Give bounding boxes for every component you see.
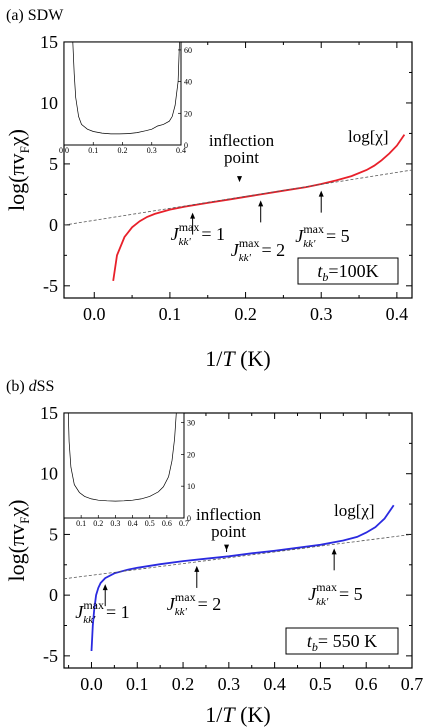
y-tick-label: 15 — [40, 403, 58, 423]
tb-box — [285, 627, 399, 655]
chi-curve — [90, 504, 395, 652]
y-axis-title: log(πvFχ) — [4, 129, 32, 211]
j-arrowhead — [194, 565, 200, 572]
inset-x-tick-label: 0.4 — [176, 146, 186, 155]
inset-y-tick-label: 60 — [184, 46, 192, 55]
inset-x-tick-label: 0.6 — [162, 519, 172, 528]
inset-y-tick-label: 0 — [184, 141, 188, 150]
x-tick-label: 0.0 — [83, 304, 106, 324]
y-tick-label: -5 — [43, 276, 58, 296]
inflection-label-2: point — [224, 148, 259, 167]
inset-curve — [67, 413, 177, 502]
tb-label: tb= 550 K — [307, 631, 377, 654]
inflection-label: inflection — [209, 131, 275, 150]
x-axis-title: 1/T (K) — [205, 346, 270, 371]
inset-chart: 0.1 0.2 0.3 0.4 0.5 0.6 0.70 10 20 30 — [63, 412, 195, 528]
asymptote-dashed-line — [64, 534, 412, 580]
inset-frame — [63, 412, 185, 519]
j-arrowhead — [331, 548, 337, 555]
y-tick-label: -5 — [43, 646, 58, 666]
inset-x-tick-label: 0.0 — [59, 146, 69, 155]
inset-x-tick-label: 0.4 — [128, 519, 138, 528]
inset-x-tick-label: 0.3 — [110, 519, 120, 528]
x-tick-label: 0.1 — [159, 304, 182, 324]
j-label: Jkk'max = 2 — [231, 236, 285, 264]
panel-label: (a) SDW — [6, 7, 64, 24]
y-tick-label: 5 — [49, 154, 58, 174]
x-tick-label: 0.3 — [310, 304, 333, 324]
tb-box — [297, 257, 399, 285]
x-tick-label: 0.7 — [401, 674, 424, 694]
y-tick-label: 15 — [40, 32, 58, 52]
j-label: Jkk'max = 5 — [308, 580, 362, 608]
x-tick-label: 0.4 — [386, 304, 409, 324]
inset-x-tick-label: 0.5 — [145, 519, 155, 528]
chi-curve — [112, 134, 406, 282]
inflection-label: inflection — [196, 505, 262, 524]
inflection-arrowhead — [237, 176, 243, 183]
inset-y-tick-label: 40 — [184, 78, 192, 87]
j-arrowhead — [102, 584, 108, 591]
x-tick-label: 0.1 — [126, 674, 149, 694]
series-label: log[χ] — [334, 501, 375, 520]
y-tick-label: 5 — [49, 524, 58, 544]
inset-y-tick-label: 20 — [187, 450, 195, 459]
y-tick-label: 10 — [40, 93, 58, 113]
y-tick-label: 0 — [49, 585, 58, 605]
inset-y-tick-label: 0 — [187, 514, 191, 523]
panel-dss: (b) dSS -5 0 5 10 15 0.0 0.1 0.2 0.3 0.4 0.5 0.6 0.7 1… — [4, 378, 423, 727]
x-axis-title: 1/T (K) — [205, 702, 270, 727]
j-label: Jkk'max = 5 — [295, 222, 349, 250]
x-tick-label: 0.0 — [80, 674, 103, 694]
plot-frame — [63, 412, 413, 669]
j-label: Jkk'max = 1 — [75, 598, 129, 626]
x-tick-label: 0.4 — [263, 674, 286, 694]
inset-y-tick-label: 30 — [187, 419, 195, 428]
inset-x-tick-label: 0.3 — [147, 146, 157, 155]
y-tick-label: 0 — [49, 215, 58, 235]
inflection-label-2: point — [211, 522, 246, 541]
x-tick-label: 0.3 — [218, 674, 241, 694]
y-axis-title: log(πvFχ) — [4, 500, 32, 582]
inset-frame — [63, 41, 182, 146]
x-tick-label: 0.2 — [172, 674, 195, 694]
inset-y-tick-label: 20 — [184, 109, 192, 118]
j-label: Jkk'max = 2 — [167, 590, 221, 618]
inset-x-tick-label: 0.7 — [179, 519, 189, 528]
inflection-arrowhead — [224, 544, 230, 551]
x-tick-label: 0.6 — [355, 674, 378, 694]
j-label: Jkk'max = 1 — [171, 220, 225, 248]
asymptote-dashed-line — [64, 169, 412, 226]
y-tick-label: 10 — [40, 464, 58, 484]
j-arrowhead — [318, 190, 324, 197]
inset-x-tick-label: 0.2 — [118, 146, 128, 155]
panel-label: (b) dSS — [6, 378, 54, 395]
inset-y-tick-label: 10 — [187, 482, 195, 491]
x-tick-label: 0.2 — [234, 304, 257, 324]
inset-x-tick-label: 0.2 — [93, 519, 103, 528]
inset-x-tick-label: 0.1 — [76, 519, 86, 528]
panel-sdw: (a) SDW -5 0 5 10 15 0.0 0.1 0.2 0.3 0.4 1/T (K) log… — [4, 7, 413, 371]
inset-chart: 0.0 0.1 0.2 0.3 0.40 20 40 60 — [59, 41, 192, 155]
x-tick-label: 0.5 — [309, 674, 332, 694]
tb-label: tb=100K — [317, 261, 378, 284]
inset-x-tick-label: 0.1 — [88, 146, 98, 155]
series-label: log[χ] — [348, 127, 389, 146]
j-arrowhead — [190, 212, 196, 219]
inset-curve — [72, 42, 180, 135]
j-arrowhead — [258, 200, 264, 207]
